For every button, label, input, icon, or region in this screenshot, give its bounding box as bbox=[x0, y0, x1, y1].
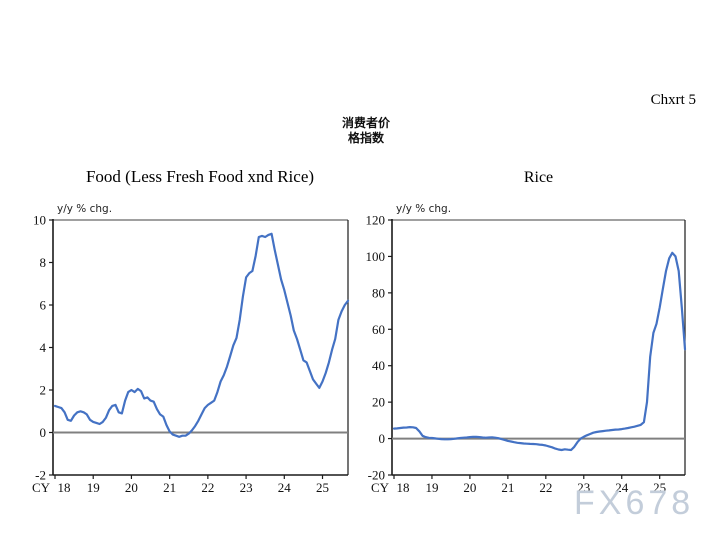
svg-text:22: 22 bbox=[201, 480, 214, 495]
svg-text:19: 19 bbox=[425, 480, 438, 495]
svg-text:23: 23 bbox=[577, 480, 590, 495]
svg-text:-2: -2 bbox=[35, 468, 46, 483]
rice-chart-plot: 120 100 80 60 40 20 0 -20 18 19 20 21 22 23 24 25 CY bbox=[366, 213, 687, 495]
food-chart-unit-label: y/y % chg. bbox=[57, 203, 113, 215]
header-line-2: 格指数 bbox=[347, 131, 384, 145]
svg-text:4: 4 bbox=[40, 340, 47, 355]
rice-chart-title: Rice bbox=[523, 169, 554, 186]
svg-text:80: 80 bbox=[372, 285, 385, 300]
svg-text:25: 25 bbox=[653, 480, 666, 495]
svg-text:120: 120 bbox=[366, 213, 386, 228]
page-header-title: 消费者价 格指数 bbox=[186, 116, 546, 146]
svg-text:20: 20 bbox=[125, 480, 138, 495]
svg-text:23: 23 bbox=[240, 480, 253, 495]
svg-text:40: 40 bbox=[372, 358, 385, 373]
watermark: FX678 bbox=[574, 484, 695, 522]
svg-text:100: 100 bbox=[366, 249, 386, 264]
svg-text:21: 21 bbox=[163, 480, 176, 495]
svg-text:19: 19 bbox=[87, 480, 100, 495]
svg-text:CY: CY bbox=[32, 480, 51, 495]
svg-text:10: 10 bbox=[33, 213, 46, 228]
svg-text:22: 22 bbox=[539, 480, 552, 495]
svg-text:20: 20 bbox=[372, 395, 385, 410]
svg-text:0: 0 bbox=[40, 425, 47, 440]
svg-text:21: 21 bbox=[501, 480, 514, 495]
header-line-1: 消费者价 bbox=[341, 116, 390, 130]
food-chart-title: Food (Less Fresh Food xnd Rice) bbox=[85, 167, 315, 186]
svg-text:CY: CY bbox=[371, 480, 390, 495]
svg-text:2: 2 bbox=[40, 383, 47, 398]
svg-text:20: 20 bbox=[463, 480, 476, 495]
svg-text:6: 6 bbox=[40, 298, 47, 313]
svg-text:24: 24 bbox=[615, 480, 629, 495]
svg-text:0: 0 bbox=[379, 431, 386, 446]
chart-number-label: Chxrt 5 bbox=[650, 92, 696, 108]
svg-text:24: 24 bbox=[278, 480, 292, 495]
svg-text:18: 18 bbox=[58, 480, 71, 495]
svg-text:60: 60 bbox=[372, 322, 385, 337]
rice-chart-unit-label: y/y % chg. bbox=[396, 203, 452, 215]
svg-text:8: 8 bbox=[40, 255, 47, 270]
svg-text:25: 25 bbox=[316, 480, 329, 495]
svg-text:18: 18 bbox=[397, 480, 410, 495]
svg-text:-20: -20 bbox=[368, 468, 385, 483]
